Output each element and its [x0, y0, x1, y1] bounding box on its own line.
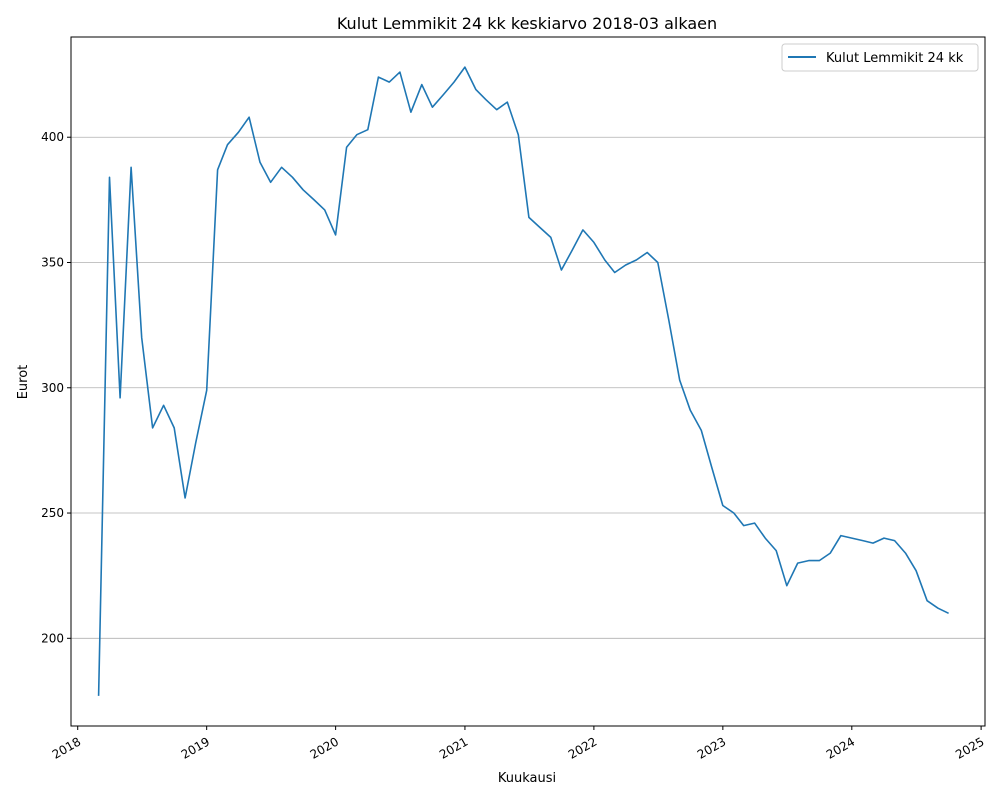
- legend-label: Kulut Lemmikit 24 kk: [826, 51, 964, 66]
- x-tick-label: 2020: [308, 734, 341, 761]
- series-lines: [97, 66, 949, 696]
- x-axis: 2018 2019 2020 2021 2022 2023 2024 2025: [50, 726, 987, 762]
- y-tick-label: 250: [41, 506, 64, 520]
- x-tick-label: 2022: [566, 734, 599, 761]
- x-tick-label: 2018: [50, 734, 83, 761]
- x-tick-label: 2023: [695, 734, 728, 761]
- legend: Kulut Lemmikit 24 kk: [781, 43, 979, 72]
- y-axis-label: Eurot: [16, 365, 31, 400]
- x-tick-label: 2024: [824, 734, 857, 761]
- y-tick-label: 400: [41, 130, 64, 144]
- chart-title: Kulut Lemmikit 24 kk keskiarvo 2018-03 a…: [337, 14, 717, 33]
- grid-lines: [71, 136, 985, 639]
- x-tick-label: 2025: [953, 734, 986, 761]
- x-axis-label: Kuukausi: [498, 771, 556, 786]
- y-tick-label: 300: [41, 381, 64, 395]
- y-tick-label: 350: [41, 255, 64, 269]
- y-tick-label: 200: [41, 631, 64, 645]
- y-axis: 200 250 300 350 400: [41, 130, 71, 645]
- plot-area-frame: [70, 36, 986, 727]
- x-tick-label: 2021: [437, 734, 470, 761]
- legend-box: [781, 43, 979, 72]
- series-line-0: [97, 66, 949, 696]
- x-tick-label: 2019: [179, 734, 212, 761]
